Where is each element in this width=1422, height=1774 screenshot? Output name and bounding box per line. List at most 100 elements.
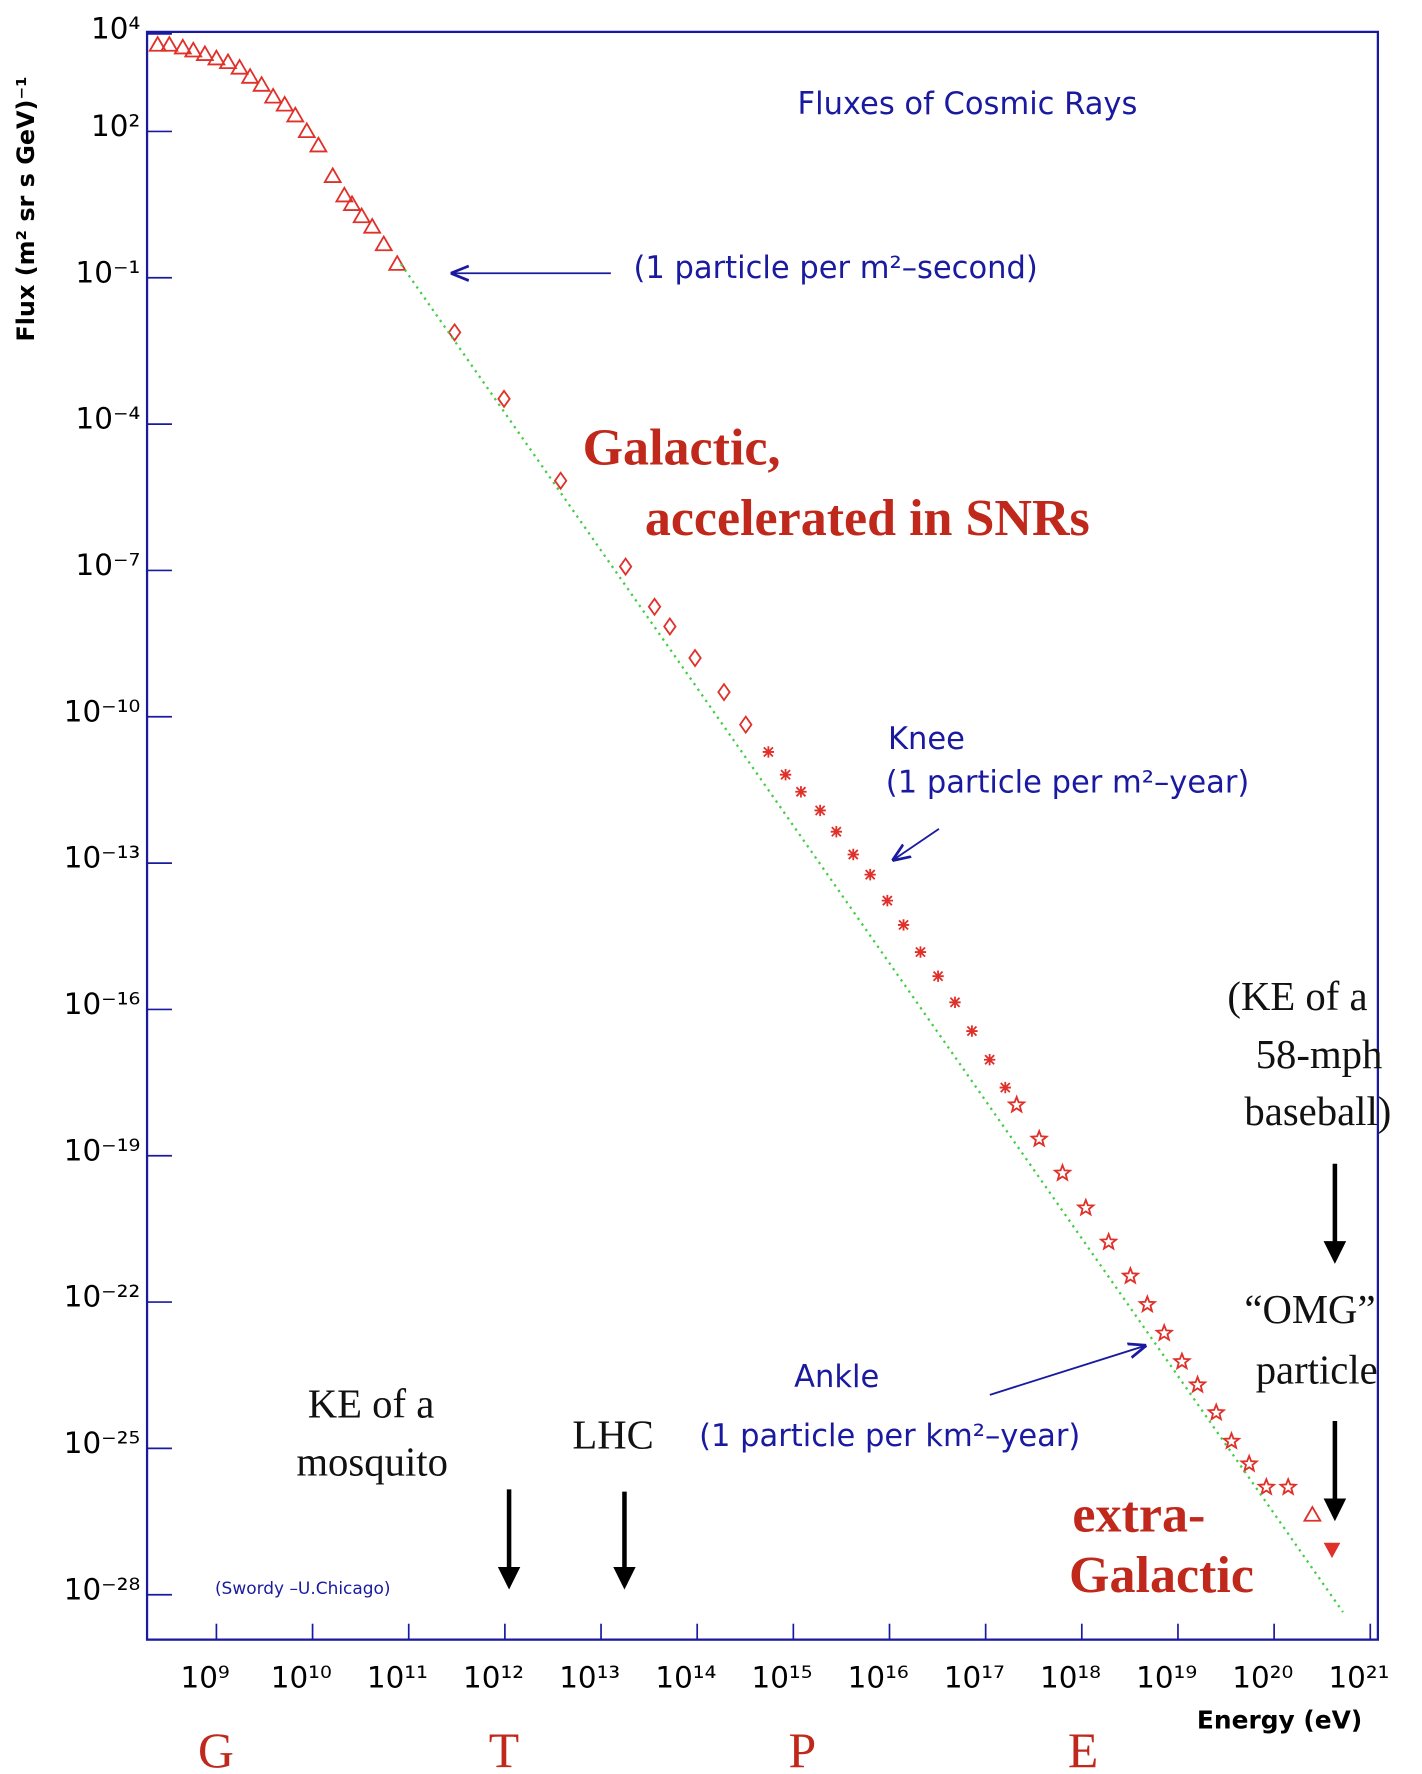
- y-tick-label: 10⁻¹⁹: [64, 1133, 141, 1167]
- prefix-label: E: [1068, 1723, 1098, 1774]
- data-point: [1302, 1505, 1322, 1522]
- data-point: [949, 996, 961, 1008]
- data-point: [830, 826, 842, 838]
- data-point: [881, 894, 894, 907]
- data-point: [897, 919, 910, 931]
- annotation: (1 particle per m²–second): [634, 251, 1038, 286]
- x-tick-label: 10¹⁶: [848, 1660, 909, 1694]
- data-point: [308, 135, 328, 153]
- prefix-label: G: [198, 1723, 234, 1774]
- data-point: [1154, 1322, 1175, 1342]
- prefix-label: T: [489, 1723, 519, 1774]
- data-point: [240, 67, 260, 84]
- y-tick-label: 10⁻¹⁶: [64, 987, 141, 1021]
- data-point: [447, 322, 462, 342]
- data-point: [1137, 1294, 1158, 1314]
- annotation: Galactic,: [583, 418, 781, 476]
- plot-frame: [145, 30, 1380, 1641]
- data-point: [195, 44, 215, 62]
- data-point: [1075, 1197, 1096, 1217]
- y-tick-label: 10⁻¹: [76, 255, 141, 289]
- x-tick-label: 10²⁰: [1232, 1660, 1293, 1694]
- data-point: [1120, 1265, 1141, 1285]
- credit: (Swordy –U.Chicago): [215, 1579, 391, 1599]
- annotation: (1 particle per m²–year): [886, 765, 1250, 800]
- data-point: [717, 682, 731, 702]
- data-point: [1278, 1476, 1299, 1496]
- data-point: [647, 597, 662, 617]
- annotation: Knee: [888, 722, 965, 757]
- data-point: [966, 1025, 978, 1037]
- x-tick-label: 10¹¹: [367, 1660, 428, 1694]
- data-point: [1187, 1374, 1208, 1394]
- data-point: [387, 254, 407, 271]
- data-point: [183, 41, 203, 58]
- y-tick-label: 10⁻⁷: [76, 548, 141, 582]
- data-point: [159, 35, 179, 52]
- data-point: [983, 1054, 996, 1066]
- x-tick-label: 10¹⁷: [944, 1660, 1005, 1694]
- data-point: [663, 616, 677, 637]
- data-point: [252, 75, 272, 92]
- data-point: [275, 95, 295, 112]
- y-tick-label: 10⁻⁴: [76, 402, 141, 436]
- data-point: [497, 389, 511, 409]
- annotation: baseball): [1244, 1089, 1391, 1134]
- annotation: “OMG”: [1244, 1287, 1375, 1332]
- annotation: extra-: [1072, 1485, 1205, 1543]
- x-axis-label: Energy (eV): [1197, 1705, 1362, 1734]
- prefix-label: P: [788, 1723, 816, 1774]
- y-tick-label: 10⁻²⁵: [64, 1426, 141, 1460]
- data-point: [814, 804, 826, 817]
- data-point: [1052, 1162, 1073, 1182]
- data-point: [206, 48, 226, 66]
- data-point: [218, 52, 238, 70]
- data-point: [362, 217, 382, 234]
- data-point: [285, 105, 305, 123]
- data-point: [914, 946, 927, 958]
- data-point: [1323, 1542, 1341, 1559]
- data-point: [263, 87, 283, 104]
- annotation: LHC: [572, 1412, 653, 1457]
- data-point: [688, 648, 702, 668]
- x-tick-label: 10¹²: [463, 1660, 524, 1694]
- annotation: KE of a: [308, 1381, 435, 1426]
- data-point: [1172, 1351, 1192, 1371]
- x-tick-label: 10¹⁰: [271, 1660, 332, 1694]
- x-tick-label: 10¹⁹: [1136, 1660, 1197, 1694]
- data-point: [864, 868, 876, 881]
- data-point: [1098, 1231, 1119, 1251]
- data-point: [618, 557, 633, 577]
- y-axis-label: Flux (m² sr s GeV)⁻¹: [12, 76, 40, 341]
- x-tick-label: 10¹⁴: [655, 1660, 716, 1694]
- x-tick-label: 10¹⁸: [1040, 1660, 1101, 1694]
- data-point: [847, 848, 859, 861]
- data-point: [173, 37, 193, 55]
- x-tick-label: 10¹⁵: [752, 1660, 813, 1694]
- data-point: [999, 1081, 1011, 1094]
- data-point: [1221, 1430, 1242, 1450]
- data-point: [1256, 1476, 1277, 1496]
- data-point: [932, 970, 944, 982]
- annotation: (1 particle per km²–year): [699, 1419, 1080, 1454]
- data-point: [148, 35, 168, 52]
- chart-title: Fluxes of Cosmic Rays: [798, 87, 1138, 122]
- y-tick-label: 10⁻¹⁰: [64, 694, 141, 728]
- data-point: [795, 786, 807, 798]
- data-point: [334, 185, 354, 203]
- x-tick-label: 10¹³: [559, 1660, 620, 1694]
- data-point: [352, 206, 372, 224]
- y-tick-label: 10⁻²²: [64, 1280, 141, 1314]
- arrow: [989, 1346, 1145, 1396]
- data-point: [1239, 1453, 1260, 1473]
- annotation: Galactic: [1069, 1546, 1254, 1604]
- data-point: [779, 768, 792, 781]
- data-point: [762, 746, 775, 758]
- data-point: [374, 234, 394, 252]
- y-tick-label: 10⁴: [91, 11, 140, 45]
- annotation: accelerated in SNRs: [645, 489, 1090, 547]
- data-point: [297, 121, 317, 139]
- annotation: particle: [1256, 1347, 1378, 1392]
- annotation: mosquito: [296, 1440, 448, 1485]
